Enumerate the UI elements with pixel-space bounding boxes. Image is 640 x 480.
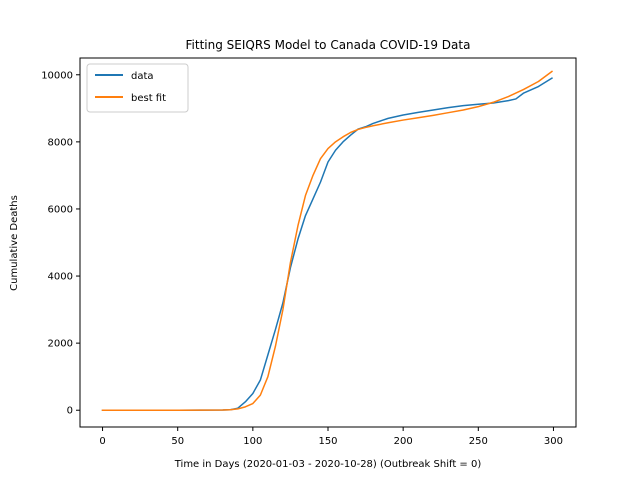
y-axis-label: Cumulative Deaths bbox=[9, 195, 20, 291]
x-tick-label: 250 bbox=[469, 436, 488, 447]
y-tick-label: 2000 bbox=[48, 339, 73, 350]
y-tick-label: 6000 bbox=[48, 204, 73, 215]
x-tick-label: 200 bbox=[394, 436, 413, 447]
legend-label-data: data bbox=[131, 71, 154, 82]
y-tick-label: 10000 bbox=[41, 70, 73, 81]
y-tick-label: 8000 bbox=[48, 137, 73, 148]
x-axis-label: Time in Days (2020-01-03 - 2020-10-28) (… bbox=[174, 459, 482, 470]
y-tick-label: 4000 bbox=[48, 272, 73, 283]
series-line-data bbox=[101, 77, 553, 411]
series-line-best-fit bbox=[101, 70, 553, 411]
y-tick-label: 0 bbox=[67, 406, 73, 417]
x-tick-label: 0 bbox=[99, 436, 105, 447]
chart-title: Fitting SEIQRS Model to Canada COVID-19 … bbox=[186, 38, 471, 52]
x-tick-label: 300 bbox=[544, 436, 563, 447]
x-tick-label: 100 bbox=[243, 436, 262, 447]
x-tick-label: 50 bbox=[171, 436, 184, 447]
plot-area-frame bbox=[79, 57, 577, 428]
legend: data best fit bbox=[86, 63, 189, 113]
legend-label-best-fit: best fit bbox=[131, 93, 166, 104]
x-tick-label: 150 bbox=[318, 436, 337, 447]
